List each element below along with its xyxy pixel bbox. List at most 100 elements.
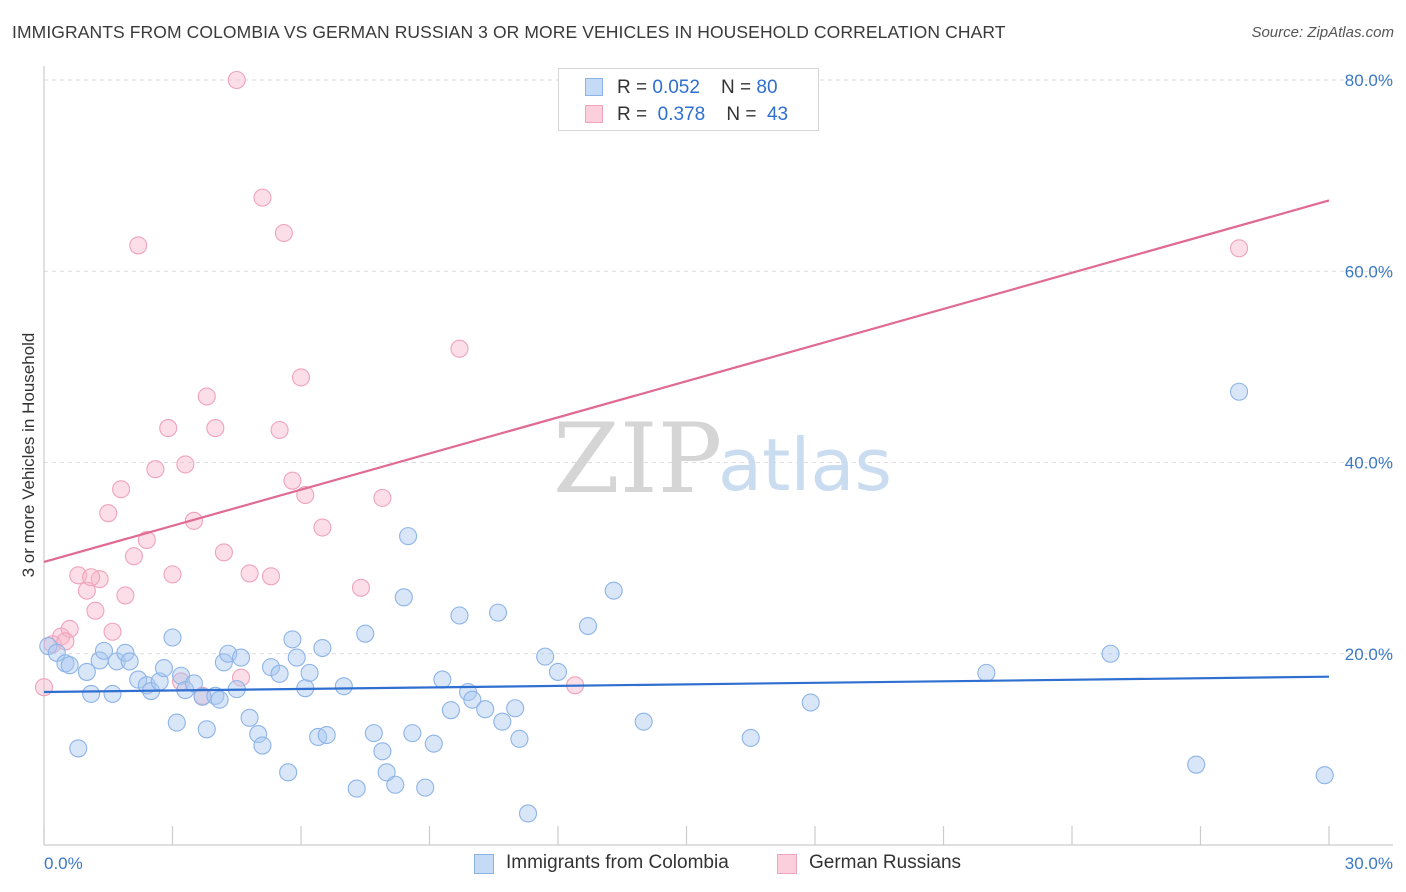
- data-point: [159, 419, 178, 438]
- data-point: [1187, 755, 1206, 774]
- watermark-zip: ZIP: [553, 403, 722, 515]
- data-point: [578, 616, 598, 636]
- data-point: [394, 588, 413, 607]
- data-point: [634, 712, 653, 731]
- data-point: [317, 725, 336, 745]
- data-point: [214, 543, 233, 562]
- data-point: [231, 668, 251, 687]
- data-point: [103, 684, 122, 703]
- data-point: [373, 488, 392, 507]
- legend-swatch-blue: [585, 78, 603, 96]
- data-point: [197, 387, 216, 406]
- data-point: [450, 339, 469, 358]
- bottom-legend-swatch-pink: [777, 854, 797, 874]
- data-point: [163, 565, 182, 584]
- data-point: [112, 480, 131, 499]
- data-point: [77, 581, 96, 600]
- data-point: [1315, 766, 1334, 785]
- data-point: [1230, 382, 1249, 401]
- data-point: [69, 739, 88, 758]
- data-point: [403, 724, 422, 743]
- data-point: [476, 700, 495, 719]
- data-point: [60, 656, 79, 675]
- legend-r-value: 0.052: [652, 77, 700, 98]
- data-point: [274, 223, 293, 243]
- data-point: [184, 674, 203, 693]
- data-point: [137, 530, 156, 550]
- data-point: [231, 648, 251, 667]
- legend-n-value: 43: [766, 104, 789, 125]
- data-point: [548, 662, 568, 681]
- data-point: [536, 647, 555, 666]
- data-point: [283, 630, 302, 649]
- data-point: [253, 188, 272, 207]
- data-point: [154, 659, 173, 678]
- data-point: [450, 606, 469, 625]
- legend-r-value: 0.378: [657, 104, 706, 125]
- data-point: [210, 690, 229, 709]
- data-point: [518, 804, 538, 823]
- trend-lines: [43, 199, 1330, 694]
- data-point: [493, 712, 512, 731]
- series-german-russians: [34, 70, 1249, 705]
- data-point: [1230, 239, 1249, 258]
- data-point: [313, 518, 332, 537]
- data-point: [604, 581, 623, 600]
- data-point: [488, 603, 508, 622]
- data-point: [463, 690, 482, 709]
- data-point: [124, 547, 143, 566]
- data-point: [287, 648, 306, 667]
- data-point: [34, 678, 54, 697]
- data-point: [116, 643, 135, 662]
- data-point: [77, 662, 96, 681]
- data-point: [163, 628, 182, 647]
- data-point: [377, 763, 396, 782]
- data-point: [1101, 644, 1120, 663]
- data-point: [227, 70, 246, 90]
- y-tick-labels: 20.0% 40.0% 60.0% 80.0%: [1345, 71, 1393, 664]
- data-point: [120, 652, 139, 671]
- data-point: [977, 663, 996, 682]
- data-point: [386, 775, 405, 794]
- legend-text-colombia: R = 0.052 N = 80: [617, 77, 778, 99]
- data-point: [270, 664, 289, 683]
- data-point: [373, 742, 392, 761]
- legend-swatch-pink: [585, 105, 603, 123]
- data-point: [253, 736, 272, 755]
- data-point: [356, 624, 375, 643]
- series-colombia: [39, 382, 1334, 823]
- data-point: [99, 504, 118, 523]
- data-point: [103, 622, 122, 641]
- data-point: [261, 567, 281, 586]
- bottom-legend-label-german-russians: German Russians: [809, 852, 962, 873]
- axes: [43, 66, 1393, 846]
- data-point: [214, 653, 233, 672]
- y-tick-label: 60.0%: [1345, 262, 1393, 281]
- legend-n-label: N =: [721, 77, 757, 98]
- data-point: [416, 778, 435, 797]
- legend: R = 0.052 N = 80 R = 0.378 N = 43: [558, 68, 819, 131]
- x-tick-label-min: 0.0%: [44, 854, 83, 873]
- data-point: [197, 720, 216, 739]
- y-tick-label: 20.0%: [1345, 645, 1393, 664]
- data-point: [167, 713, 186, 732]
- data-point: [270, 420, 289, 440]
- data-point: [82, 568, 101, 587]
- data-point: [82, 684, 101, 703]
- data-point: [146, 460, 165, 479]
- data-point: [433, 670, 452, 689]
- data-point: [240, 564, 259, 583]
- data-point: [801, 693, 820, 712]
- data-point: [176, 455, 195, 474]
- y-tick-label: 80.0%: [1345, 71, 1393, 90]
- data-point: [351, 578, 371, 597]
- data-point: [506, 699, 525, 718]
- data-point: [206, 419, 225, 438]
- y-tick-label: 40.0%: [1345, 454, 1393, 473]
- chart-title: IMMIGRANTS FROM COLOMBIA VS GERMAN RUSSI…: [12, 22, 1006, 42]
- data-point: [313, 638, 332, 658]
- data-point: [279, 763, 298, 782]
- legend-r-label: R =: [617, 104, 653, 125]
- trend-line-german-russians: [43, 199, 1330, 564]
